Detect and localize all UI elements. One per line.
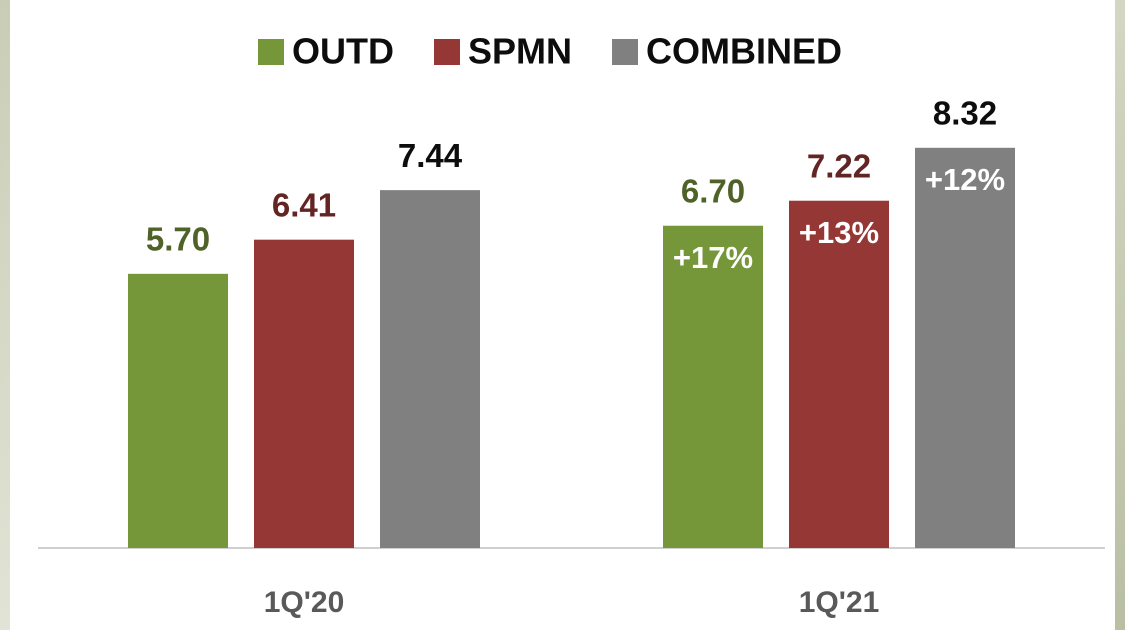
- change-label: +17%: [673, 240, 753, 275]
- value-label: 7.22: [807, 147, 871, 184]
- bar: [663, 225, 763, 549]
- x-tick-label: 1Q'21: [799, 586, 880, 619]
- legend-label: SPMN: [468, 31, 572, 72]
- bar: [380, 190, 480, 549]
- legend-swatch: [434, 39, 460, 65]
- bar: [789, 200, 889, 548]
- x-tick-label: 1Q'20: [264, 586, 345, 619]
- value-label: 7.44: [398, 137, 463, 174]
- legend-label: OUTD: [292, 31, 394, 72]
- legend-swatch: [612, 39, 639, 65]
- value-label: 5.70: [146, 221, 210, 258]
- value-label: 6.41: [272, 186, 336, 223]
- bar: [254, 239, 354, 548]
- change-label: +12%: [925, 162, 1005, 197]
- value-label: 8.32: [933, 95, 997, 132]
- legend-label: COMBINED: [646, 31, 842, 72]
- value-label: 6.70: [681, 172, 745, 209]
- bar: [128, 273, 228, 548]
- legend-swatch: [258, 39, 284, 65]
- change-label: +13%: [799, 215, 879, 250]
- bar: [915, 147, 1015, 549]
